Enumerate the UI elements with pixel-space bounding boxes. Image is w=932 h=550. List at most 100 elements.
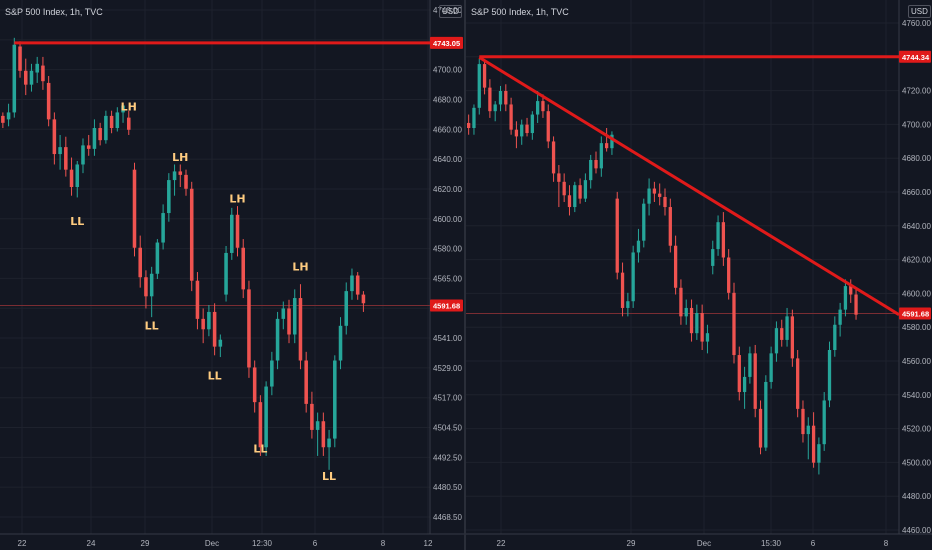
right-x-tick-label: 8 [884, 539, 889, 548]
left-symbol-title[interactable]: S&P 500 Index, 1h, TVC [5, 7, 103, 17]
left-candle-body [167, 180, 171, 214]
left-y-tick-label: 4600.00 [433, 215, 462, 224]
left-current-price-tag-bg [430, 299, 463, 312]
right-y-tick-label: 4720.00 [902, 87, 931, 96]
left-candle-body [35, 63, 39, 73]
right-y-tick-label: 4680.00 [902, 154, 931, 163]
left-candle-body [270, 360, 274, 387]
right-candle-body [822, 400, 826, 445]
left-pattern-label-ll: LL [208, 370, 222, 383]
right-candle-body [488, 87, 492, 112]
left-candle-body [92, 128, 97, 149]
right-candle-body [546, 111, 550, 142]
right-candle-body [631, 252, 635, 302]
left-chart-panel[interactable]: 4740.004720.004700.004680.004660.004640.… [0, 0, 464, 550]
right-candle-body [689, 307, 694, 334]
right-candle-body [742, 376, 747, 393]
right-y-tick-label: 4760.00 [902, 19, 931, 28]
left-x-tick-label: 6 [313, 539, 318, 548]
left-candle-body [41, 65, 45, 82]
left-currency-badge[interactable]: USD [439, 5, 462, 18]
left-candle-body [149, 273, 154, 297]
right-currency-badge[interactable]: USD [908, 5, 931, 18]
right-candle-body [854, 294, 858, 315]
right-candle-body [642, 203, 646, 241]
right-chart-panel[interactable]: 4760.004740.004720.004700.004680.004660.… [466, 0, 932, 550]
left-pattern-label-ll: LL [145, 319, 159, 332]
right-candle-body [509, 104, 513, 130]
right-y-tick-label: 4620.00 [902, 256, 931, 265]
left-candle-body [292, 298, 297, 335]
left-candle-body [361, 294, 366, 304]
left-x-tick-label: 8 [381, 539, 386, 548]
right-candle-body [806, 425, 810, 435]
right-x-tick-label: Dec [697, 539, 711, 548]
right-chart-canvas[interactable]: 4760.004740.004720.004700.004680.004660.… [466, 0, 932, 550]
right-y-tick-label: 4660.00 [902, 188, 931, 197]
left-candle-body [115, 112, 120, 129]
right-resistance-price-tag: 4744.34 [902, 53, 930, 62]
left-candle-body [258, 402, 263, 448]
left-candle-body [230, 214, 234, 253]
left-y-tick-label: 4700.00 [433, 66, 462, 75]
right-candle-body [780, 328, 784, 340]
left-resistance-price-tag: 4743.05 [433, 39, 460, 48]
right-candle-body [551, 141, 556, 174]
left-candle-body [224, 252, 228, 295]
left-candle-body [104, 115, 108, 141]
left-y-tick-label: 4660.00 [433, 125, 462, 134]
right-candle-body [833, 324, 837, 350]
right-symbol-title[interactable]: S&P 500 Index, 1h, TVC [471, 7, 569, 17]
left-candle-body [132, 169, 137, 248]
right-candle-body [711, 249, 715, 266]
left-y-tick-label: 4480.50 [433, 483, 462, 492]
right-y-tick-label: 4460.00 [902, 526, 931, 535]
left-candle-body [144, 277, 148, 297]
left-candle-body [235, 214, 240, 248]
left-candle-body [64, 147, 68, 170]
left-candle-body [23, 70, 28, 85]
right-candle-body [626, 301, 630, 308]
left-y-tick-label: 4492.50 [433, 453, 462, 462]
left-candle-body [29, 70, 34, 85]
left-resistance-price-tag-bg [430, 36, 463, 49]
panel-divider[interactable] [464, 0, 466, 550]
left-candle-body [46, 82, 51, 120]
right-candle-body [684, 307, 688, 317]
left-pattern-label-lh: LH [292, 260, 308, 273]
left-candle-body [207, 311, 211, 330]
left-candle-body [275, 318, 280, 361]
left-candle-body [126, 117, 131, 130]
right-candle-body [727, 257, 731, 293]
right-candle-body [785, 316, 789, 340]
right-candle-body [530, 114, 534, 134]
left-pattern-label-lh: LH [121, 101, 137, 114]
left-candle-body [121, 105, 125, 113]
left-y-tick-label: 4529.00 [433, 364, 462, 373]
right-candle-body [525, 124, 529, 134]
right-candle-body [498, 91, 503, 105]
left-candle-body [241, 247, 246, 290]
right-y-tick-label: 4580.00 [902, 323, 931, 332]
left-y-tick-label: 4565.00 [433, 274, 462, 283]
right-candle-body [615, 198, 619, 273]
right-candle-body [594, 159, 598, 169]
right-candle-body [562, 181, 566, 196]
right-candle-body [535, 101, 540, 115]
left-x-tick-label: 24 [87, 539, 96, 548]
right-candle-body [764, 381, 768, 448]
right-candle-body [604, 143, 609, 149]
left-candle-body [212, 311, 217, 347]
left-x-tick-label: 12 [424, 539, 433, 548]
right-descending-trendline [478, 56, 900, 316]
left-current-price-tag: 4591.68 [433, 302, 460, 311]
left-candle-body [52, 119, 57, 155]
right-candle-body [843, 286, 848, 310]
right-current-price-tag: 4591.68 [902, 310, 929, 319]
right-x-tick-label: 29 [627, 539, 636, 548]
right-candle-body [514, 129, 519, 137]
right-candle-body [610, 134, 614, 149]
left-y-tick-label: 4640.00 [433, 155, 462, 164]
left-candle-body [315, 421, 320, 430]
left-chart-canvas[interactable]: 4740.004720.004700.004680.004660.004640.… [0, 0, 464, 550]
